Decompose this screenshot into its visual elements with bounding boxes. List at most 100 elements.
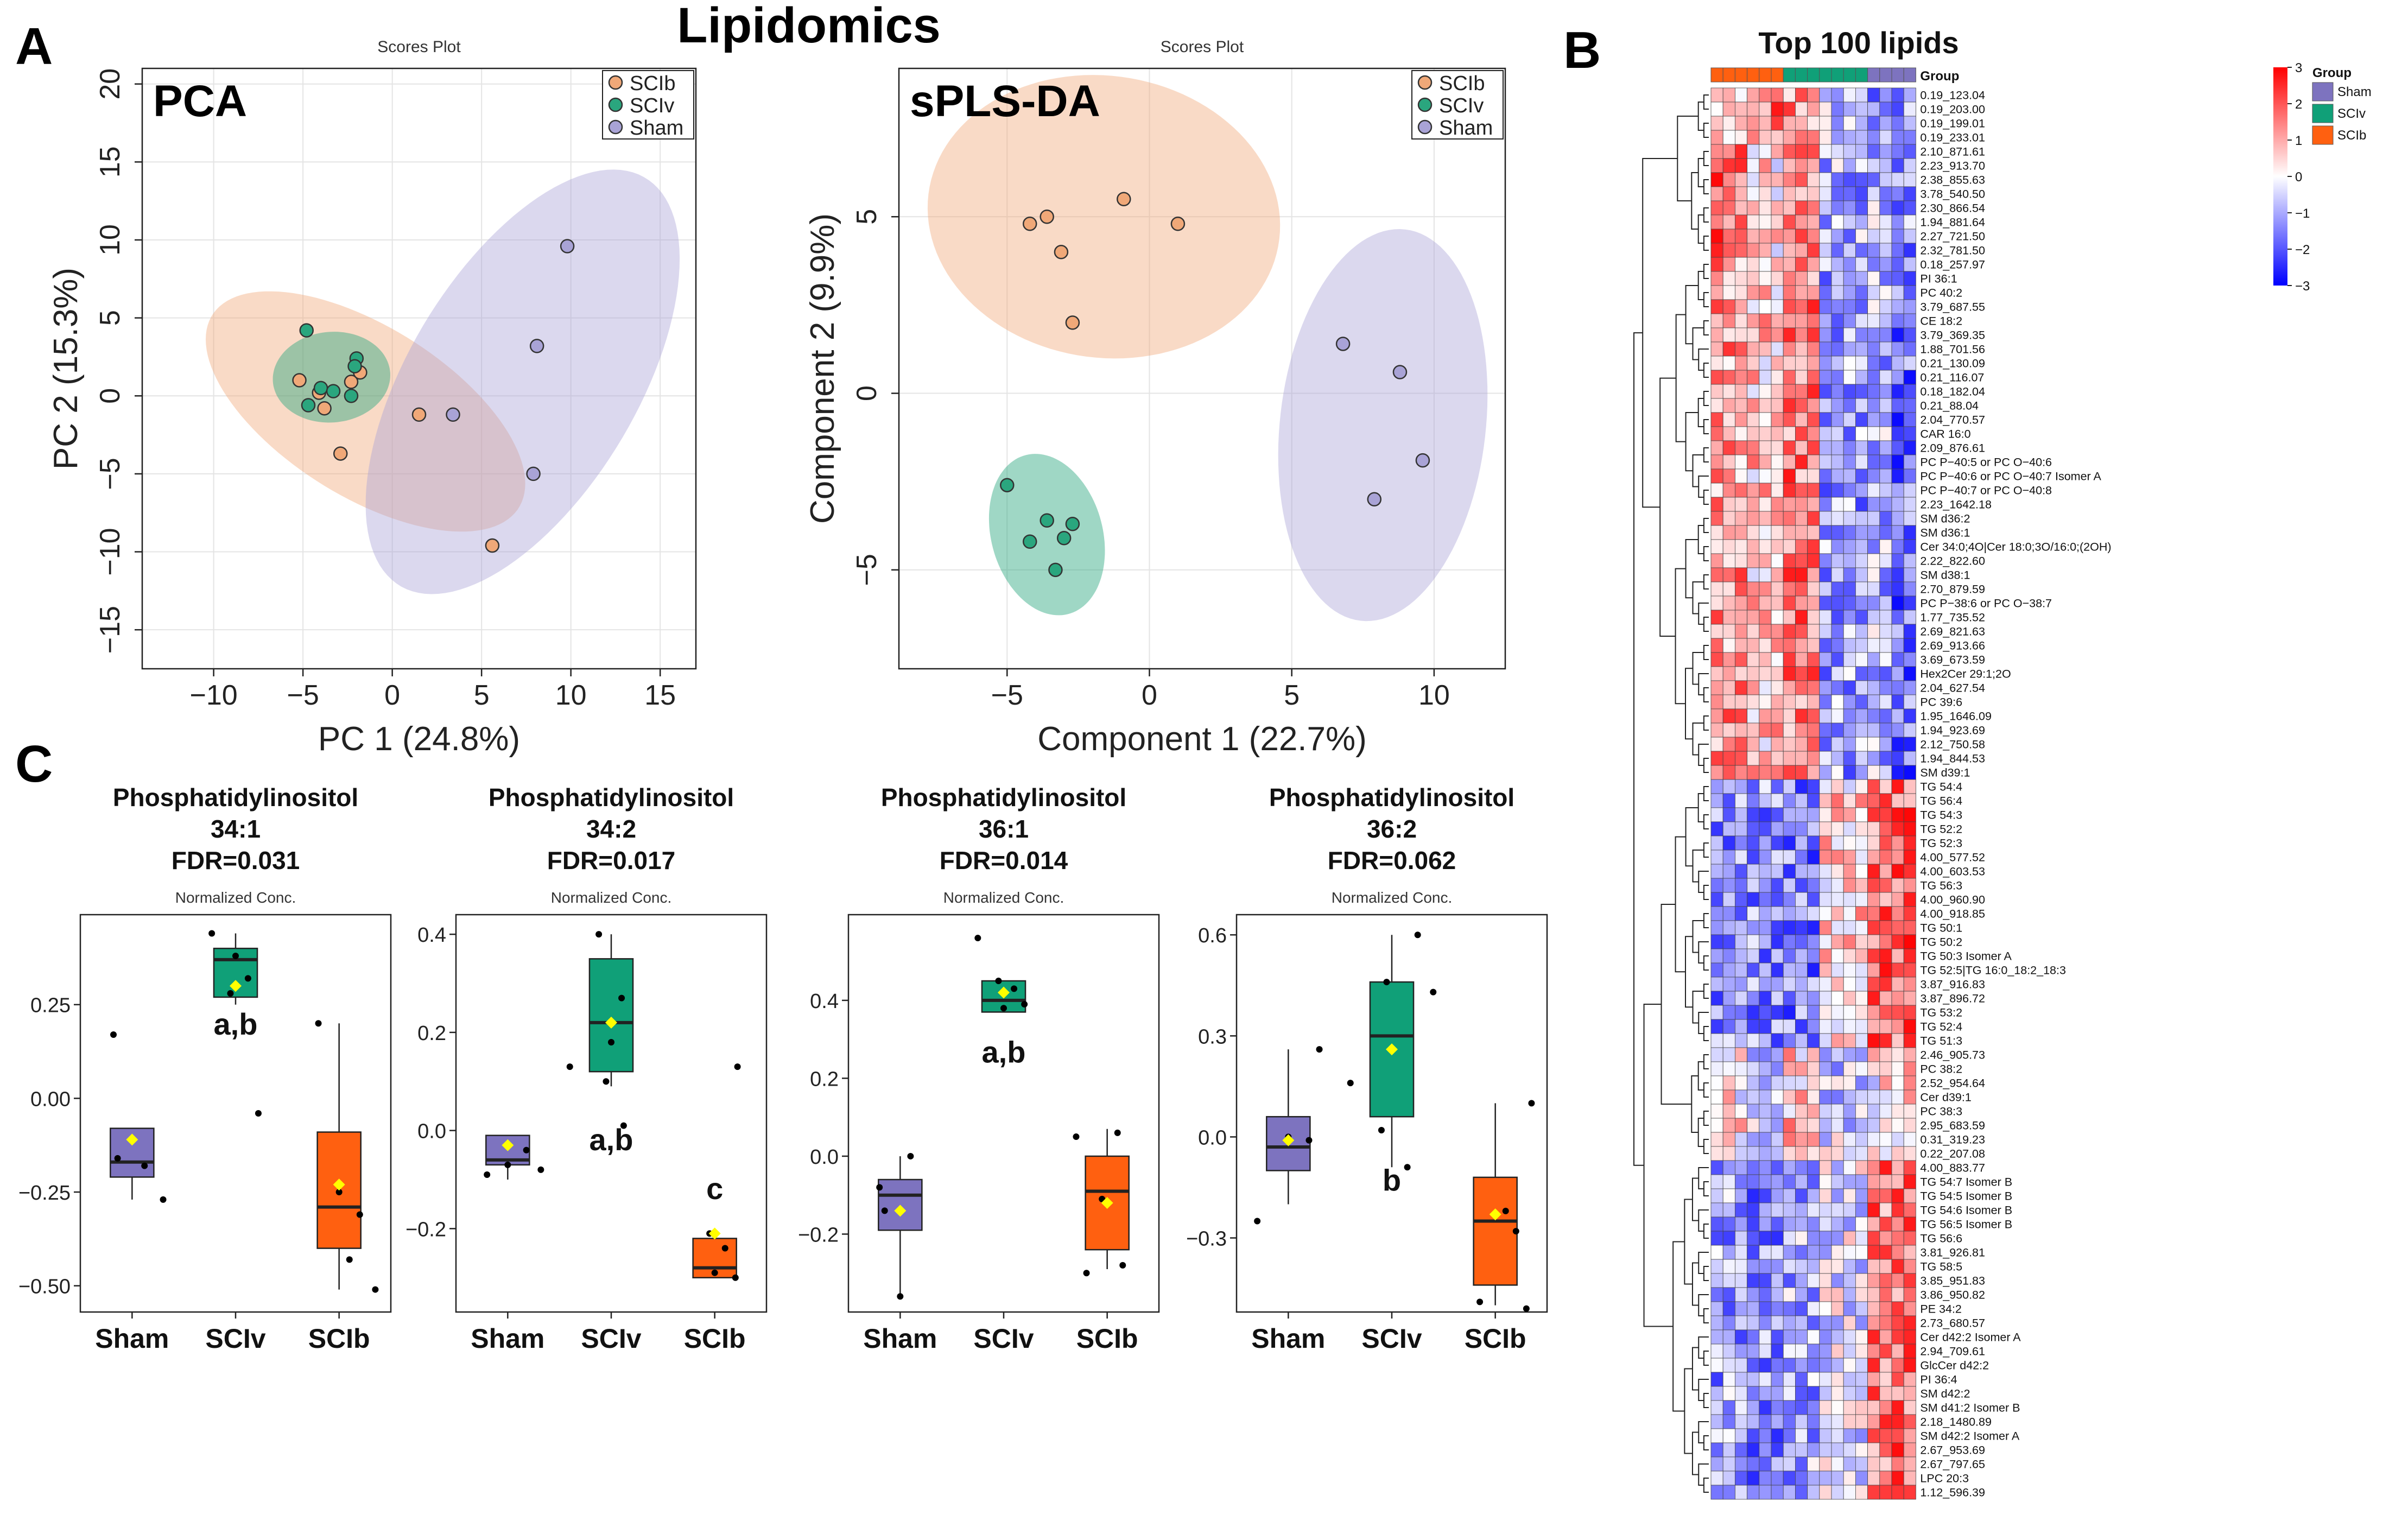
pi_34_2-point <box>608 1038 614 1045</box>
heatmap-cell <box>1734 1146 1747 1161</box>
heatmap-cell <box>1807 708 1820 724</box>
heatmap-cell <box>1807 511 1820 526</box>
heatmap-cell <box>1843 144 1856 159</box>
pi_34_2-point <box>721 1245 728 1252</box>
heatmap-cell <box>1795 87 1808 103</box>
heatmap-cell <box>1891 214 1904 230</box>
heatmap-cell <box>1795 454 1808 470</box>
heatmap-cell <box>1903 751 1916 766</box>
heatmap-cell <box>1807 595 1820 611</box>
heatmap-cell <box>1771 680 1784 695</box>
heatmap-cell <box>1891 934 1904 949</box>
heatmap-cell <box>1867 313 1880 328</box>
heatmap-cell <box>1819 793 1832 808</box>
heatmap-cell <box>1843 991 1856 1006</box>
heatmap-cell <box>1819 525 1832 540</box>
heatmap-group-cell-scib <box>1747 67 1760 83</box>
heatmap-cell <box>1747 962 1760 978</box>
heatmap-cell <box>1771 807 1784 822</box>
heatmap-row-label: GlcCer d42:2 <box>1920 1359 1989 1372</box>
splsda-ytick-label: −5 <box>851 554 883 586</box>
heatmap-cell <box>1783 1118 1796 1133</box>
heatmap-cell <box>1747 426 1760 441</box>
heatmap-cell <box>1855 1146 1868 1161</box>
heatmap-cell <box>1734 1104 1747 1119</box>
dendrogram-branch <box>1703 1026 1709 1041</box>
heatmap-cell <box>1795 553 1808 568</box>
heatmap-cell <box>1795 1485 1808 1500</box>
heatmap-cell <box>1867 158 1880 173</box>
heatmap-cell <box>1903 102 1916 117</box>
heatmap-row-label: TG 53:2 <box>1920 1006 1962 1019</box>
heatmap-cell <box>1734 624 1747 639</box>
heatmap-cell <box>1771 737 1784 752</box>
heatmap-cell <box>1710 1118 1723 1133</box>
dendrogram-branch <box>1691 1075 1698 1133</box>
heatmap-cell <box>1795 341 1808 357</box>
heatmap-cell <box>1747 172 1760 187</box>
heatmap-cell <box>1891 1245 1904 1260</box>
heatmap-cell <box>1710 1386 1723 1401</box>
heatmap-cell <box>1831 1456 1844 1472</box>
pi_34_2-point <box>566 1063 573 1070</box>
heatmap-cell <box>1710 920 1723 935</box>
heatmap-group-cell-sciv <box>1843 67 1856 83</box>
heatmap-cell <box>1747 299 1760 314</box>
dendrogram-branch <box>1697 793 1704 822</box>
dendrogram-branch <box>1703 1351 1709 1366</box>
heatmap-cell <box>1734 271 1747 286</box>
heatmap-cell <box>1879 412 1892 427</box>
dendrogram-branch <box>1703 617 1709 632</box>
heatmap-cell <box>1759 1033 1772 1048</box>
panel-letter-b: B <box>1563 21 1601 79</box>
pca-point-scib <box>333 446 348 461</box>
heatmap-cell <box>1855 1428 1868 1443</box>
pi_34_1-point <box>244 975 251 982</box>
heatmap-cell <box>1710 158 1723 173</box>
heatmap-cell <box>1831 158 1844 173</box>
heatmap-cell <box>1843 440 1856 455</box>
pca-subtitle: Scores Plot <box>377 38 461 56</box>
heatmap-cell <box>1891 751 1904 766</box>
heatmap-cell <box>1722 327 1735 343</box>
heatmap-cell <box>1771 1174 1784 1189</box>
heatmap-cell <box>1879 384 1892 399</box>
heatmap-cell <box>1771 144 1784 159</box>
pi_36_1-point <box>1073 1133 1080 1140</box>
heatmap-cell <box>1819 116 1832 131</box>
heatmap-cell <box>1759 384 1772 399</box>
heatmap-cell <box>1891 864 1904 879</box>
heatmap-cell <box>1855 1456 1868 1472</box>
heatmap-cell <box>1795 440 1808 455</box>
heatmap-cell <box>1855 1132 1868 1147</box>
heatmap-cell <box>1819 243 1832 258</box>
heatmap-cell <box>1747 1104 1760 1119</box>
pi_36_1-point <box>881 1207 888 1214</box>
heatmap-cell <box>1855 1386 1868 1401</box>
splsda-title: sPLS-DA <box>910 77 1100 126</box>
heatmap-cell <box>1903 1216 1916 1232</box>
heatmap-cell <box>1843 1132 1856 1147</box>
heatmap-cell <box>1903 285 1916 300</box>
heatmap-cell <box>1722 595 1735 611</box>
heatmap-cell <box>1747 1061 1760 1076</box>
heatmap-cell <box>1879 1259 1892 1274</box>
heatmap-cell <box>1855 1245 1868 1260</box>
heatmap-cell <box>1891 1259 1904 1274</box>
heatmap-cell <box>1722 412 1735 427</box>
heatmap-cell <box>1710 1372 1723 1387</box>
heatmap-cell <box>1722 426 1735 441</box>
heatmap-cell <box>1734 1358 1747 1373</box>
heatmap-cell <box>1759 426 1772 441</box>
heatmap-row-label: 2.32_781.50 <box>1920 244 1985 257</box>
heatmap-cell <box>1795 144 1808 159</box>
heatmap-cell <box>1734 892 1747 907</box>
heatmap-cell <box>1771 991 1784 1006</box>
pca-legend-label-scib: SCIb <box>630 72 675 95</box>
heatmap-cell <box>1734 638 1747 653</box>
heatmap-cell <box>1831 624 1844 639</box>
pca-legend-label-sham: Sham <box>630 117 683 140</box>
heatmap-cell <box>1879 680 1892 695</box>
heatmap-cell <box>1795 835 1808 851</box>
dendrogram-branch <box>1703 1111 1709 1126</box>
